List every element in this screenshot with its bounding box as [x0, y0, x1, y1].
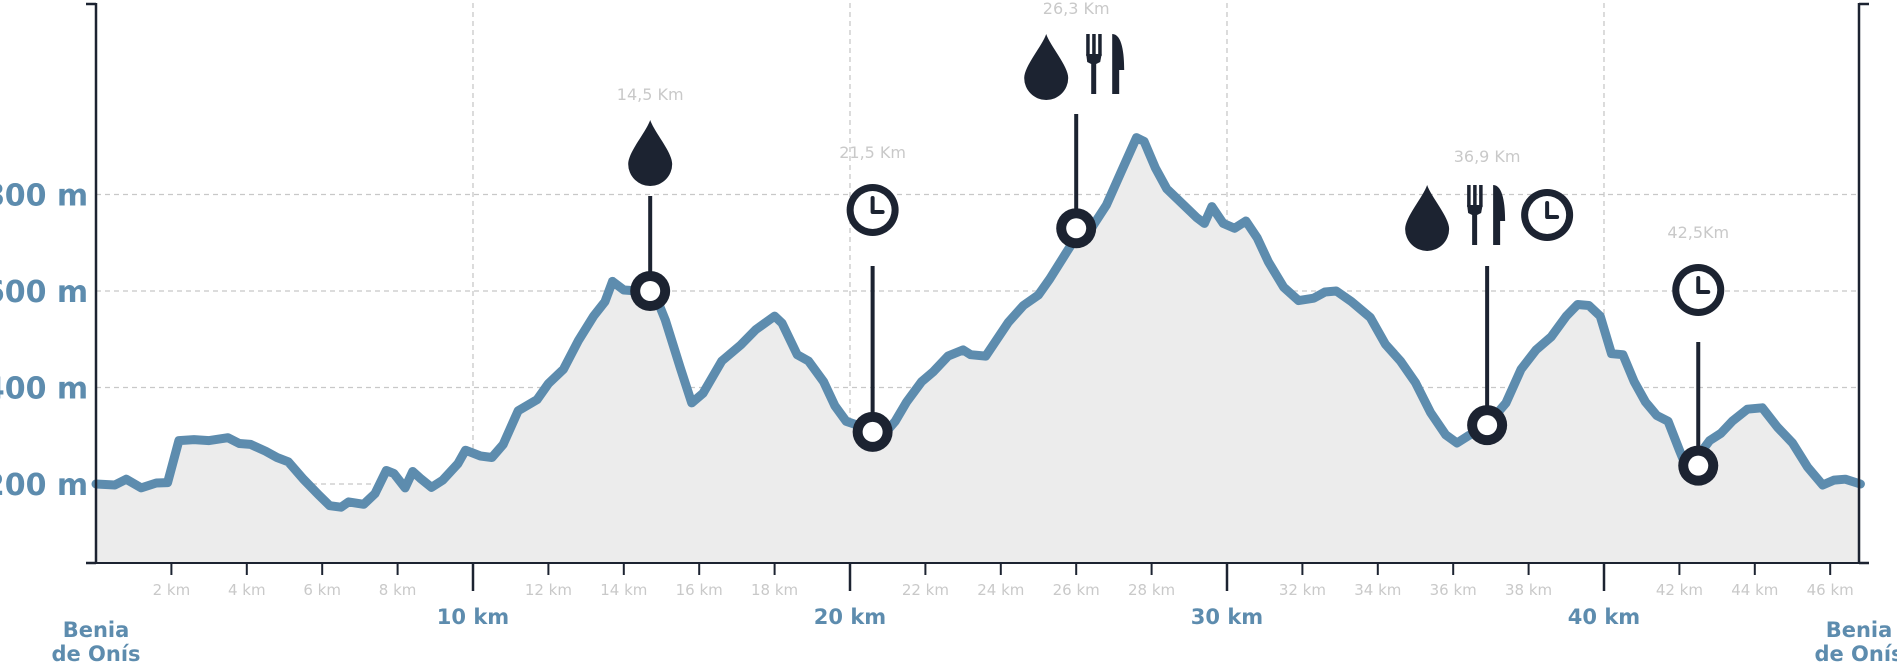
waypoint: 21,5 Km: [839, 143, 906, 452]
y-tick-label: 800 m: [0, 179, 88, 214]
x-axis-labels: 2 km 4 km 6 km 8 km 12 km 14 km 16 km 18 km 22 k…: [153, 581, 1854, 629]
x-major-tick-label: 30 km: [1191, 605, 1263, 629]
y-tick-label: 600 m: [0, 275, 88, 310]
waypoint-markers: 14,5 Km 21,5 Km 26,3 Km 36,9 Km 42,5Km: [617, 0, 1729, 486]
elevation-area: [91, 133, 1865, 563]
x-minor-tick-label: 24 km: [977, 581, 1024, 599]
water-drop-icon: [628, 120, 673, 187]
x-minor-tick-label: 12 km: [525, 581, 572, 599]
fork-knife-icon: [1086, 34, 1125, 94]
x-minor-tick-label: 2 km: [153, 581, 191, 599]
waypoint: 36,9 Km: [1405, 147, 1574, 446]
y-tick-label: 200 m: [0, 468, 88, 503]
x-minor-tick-label: 32 km: [1279, 581, 1326, 599]
start-label-line1: Benia: [63, 618, 130, 642]
waypoint-marker-inner: [640, 281, 661, 301]
x-major-tick-label: 20 km: [814, 605, 886, 629]
x-minor-tick-label: 6 km: [303, 581, 341, 599]
elevation-fill: [96, 137, 1861, 563]
x-minor-tick-label: 26 km: [1053, 581, 1100, 599]
waypoint-marker-inner: [1688, 455, 1709, 476]
waypoint-km-label: 21,5 Km: [839, 143, 906, 162]
end-label-line1: Benia: [1826, 618, 1893, 642]
waypoint-km-label: 36,9 Km: [1454, 147, 1521, 166]
waypoint-marker-inner: [1477, 415, 1498, 436]
waypoint-marker-inner: [862, 421, 883, 442]
x-minor-tick-label: 14 km: [600, 581, 647, 599]
x-minor-tick-label: 4 km: [228, 581, 266, 599]
x-minor-tick-label: 46 km: [1807, 581, 1854, 599]
waypoint: 26,3 Km: [1024, 0, 1125, 249]
clock-icon: [846, 184, 899, 236]
x-minor-tick-label: 22 km: [902, 581, 949, 599]
elevation-line: [91, 133, 1865, 512]
x-major-tick-label: 40 km: [1568, 605, 1640, 629]
x-minor-tick-label: 34 km: [1354, 581, 1401, 599]
y-tick-label: 400 m: [0, 372, 88, 407]
x-minor-tick-label: 8 km: [379, 581, 417, 599]
x-minor-tick-label: 38 km: [1505, 581, 1552, 599]
fork-knife-icon: [1467, 185, 1506, 245]
x-minor-tick-label: 16 km: [676, 581, 723, 599]
waypoint: 42,5Km: [1667, 223, 1729, 486]
axes: [86, 2, 1869, 591]
waypoint-km-label: 26,3 Km: [1043, 0, 1110, 18]
x-minor-tick-label: 36 km: [1430, 581, 1477, 599]
x-major-tick-label: 10 km: [437, 605, 509, 629]
clock-icon: [1521, 189, 1574, 241]
waypoint: 14,5 Km: [617, 85, 684, 311]
waypoint-km-label: 42,5Km: [1667, 223, 1729, 242]
x-minor-tick-label: 42 km: [1656, 581, 1703, 599]
clock-icon: [1672, 264, 1725, 316]
waypoint-marker-inner: [1066, 218, 1087, 239]
start-label-line2: de Onís: [51, 642, 140, 665]
waypoint-km-label: 14,5 Km: [617, 85, 684, 104]
y-axis-labels: 200 m 400 m 600 m 800 m: [0, 179, 88, 504]
x-minor-tick-label: 18 km: [751, 581, 798, 599]
end-label-line2: de Onís: [1814, 642, 1897, 665]
water-drop-icon: [1024, 34, 1069, 101]
water-drop-icon: [1405, 185, 1450, 251]
x-minor-tick-label: 44 km: [1731, 581, 1778, 599]
x-minor-tick-label: 28 km: [1128, 581, 1175, 599]
